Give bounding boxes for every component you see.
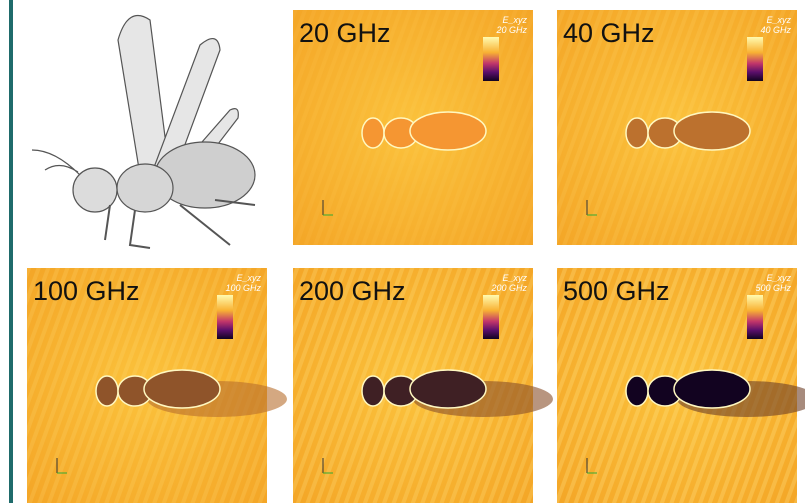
colorbar-title: E_xyz [236,273,261,283]
wasp-drawing [31,15,256,249]
body-head [361,117,385,149]
body-abdomen [673,369,751,409]
panel-label: 20 GHz [299,18,391,48]
colorbar-label: 20 GHz [495,25,527,35]
body-abdomen [673,111,751,151]
colorbar-label: 40 GHz [760,25,791,35]
colorbar-title: E_xyz [766,273,791,283]
colorbar-title: E_xyz [766,15,791,25]
panel-label: 500 GHz [563,276,670,306]
panel-label: 40 GHz [563,18,655,48]
colorbar-label: 500 GHz [755,283,791,293]
colorbar [217,295,233,339]
colorbar [747,295,763,339]
colorbar-label: 100 GHz [225,283,261,293]
colorbar [483,37,499,81]
body-abdomen [409,111,487,151]
body-abdomen [143,369,221,409]
colorbar [747,37,763,81]
panel-label: 100 GHz [33,276,140,306]
colorbar-label: 200 GHz [490,283,527,293]
panel-label: 200 GHz [299,276,406,306]
colorbar-title: E_xyz [502,273,527,283]
side-bar [9,0,13,503]
body-head [361,375,385,407]
colorbar-title: E_xyz [502,15,527,25]
body-head [95,375,119,407]
body-abdomen [409,369,487,409]
body-head [625,375,649,407]
colorbar [483,295,499,339]
body-head [625,117,649,149]
